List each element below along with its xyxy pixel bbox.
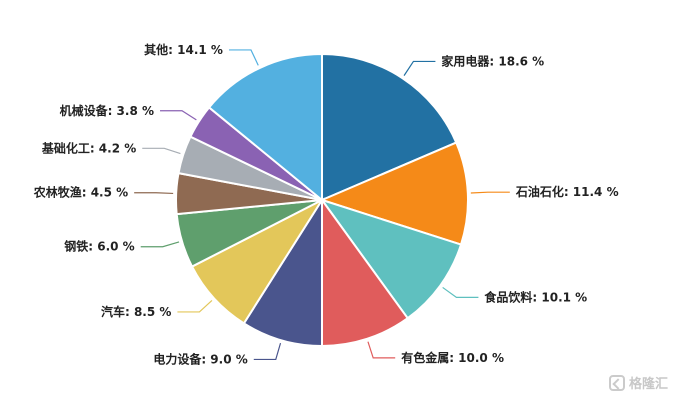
- leader-lines: [134, 49, 510, 361]
- leader-line-9: [160, 110, 197, 121]
- slice-label-10: 其他: 14.1 %: [144, 42, 223, 57]
- watermark-text: 格隆汇: [628, 377, 668, 392]
- leader-line-5: [177, 300, 213, 313]
- leader-line-7: [134, 192, 174, 195]
- leader-line-10: [228, 49, 259, 66]
- slice-label-4: 电力设备: 9.0 %: [153, 351, 247, 366]
- slice-label-6: 钢铁: 6.0 %: [64, 239, 134, 254]
- leader-line-6: [140, 241, 180, 248]
- slice-label-9: 机械设备: 3.8 %: [60, 103, 154, 118]
- slice-label-0: 家用电器: 18.6 %: [441, 53, 544, 68]
- pie-slice-0: [321, 52, 458, 202]
- leader-line-8: [142, 147, 181, 155]
- leader-line-3: [367, 341, 396, 359]
- watermark-icon: [608, 374, 625, 391]
- slice-labels: 家用电器: 18.6 % 石油石化: 11.4 % 食品饮料: 10.1 % 有色金属…: [33, 42, 619, 366]
- leader-line-2: [442, 286, 479, 299]
- slice-label-7: 农林牧渔: 4.5 %: [33, 185, 128, 200]
- watermark: 格隆汇: [608, 373, 668, 392]
- leader-line-1: [470, 191, 510, 194]
- pie-slice-2: [319, 198, 463, 320]
- pie-slices: [175, 52, 469, 348]
- pie-slice-4: [242, 196, 323, 348]
- slice-label-2: 食品饮料: 10.1 %: [483, 289, 587, 304]
- pie-slice-10: [207, 52, 323, 203]
- leader-line-4: [253, 342, 282, 361]
- pie-slice-3: [321, 196, 410, 348]
- slice-label-1: 石油石化: 11.4 %: [515, 184, 619, 199]
- leader-line-0: [403, 60, 436, 76]
- slice-label-5: 汽车: 8.5 %: [101, 304, 171, 319]
- slice-label-3: 有色金属: 10.0 %: [401, 350, 504, 365]
- pie-slice-1: [319, 141, 469, 246]
- slice-label-8: 基础化工: 4.2 %: [41, 140, 136, 155]
